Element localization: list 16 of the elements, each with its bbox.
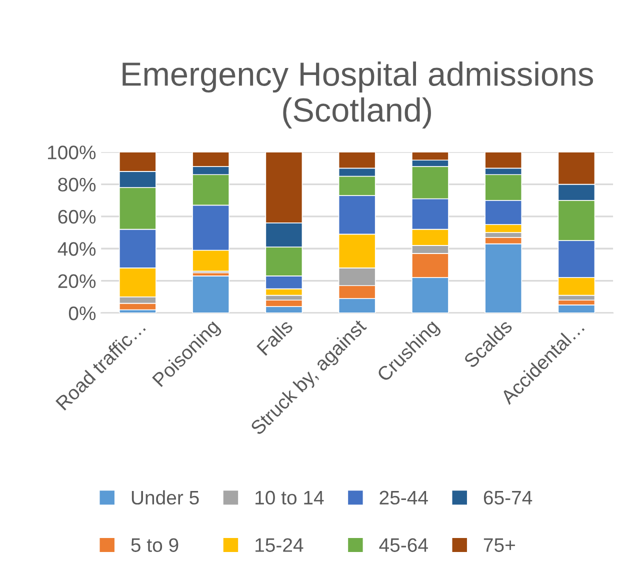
y-tick-label: 80% [58, 178, 96, 192]
legend-label: 65-74 [484, 490, 532, 505]
y-tick-label: 0% [68, 306, 96, 320]
legend-label: 15-24 [256, 538, 304, 552]
y-tick-label: 20% [58, 274, 96, 288]
y-tick-label: 40% [58, 242, 96, 256]
y-tick-label: 60% [58, 210, 96, 224]
legend-label: 75+ [484, 538, 515, 552]
y-tick-label: 100% [48, 146, 96, 160]
legend-label: 25-44 [380, 490, 428, 505]
bar [192, 276, 230, 313]
legend-label: 45-64 [379, 538, 428, 552]
legend-label: 10 to 14 [256, 490, 324, 505]
legend-label: Under 5 [132, 490, 199, 505]
chart-title: Emergency Hospital admissions (Scotland) [122, 61, 594, 128]
legend-label: 5 to 9 [131, 538, 178, 552]
